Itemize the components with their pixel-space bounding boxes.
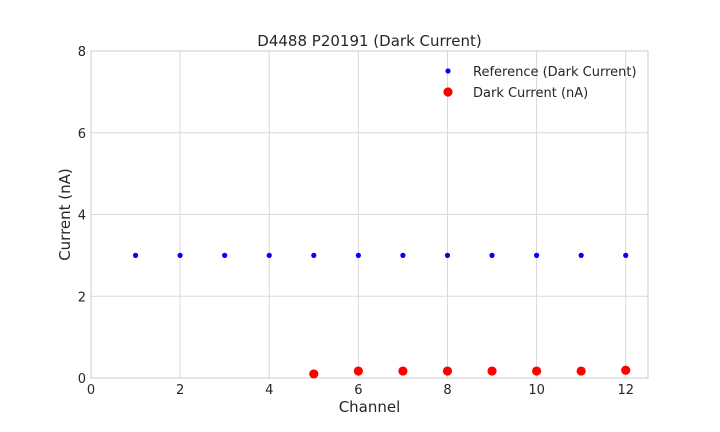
series-1-point: [355, 252, 361, 258]
chart-title: D4488 P20191 (Dark Current): [257, 32, 481, 50]
y-axis-label: Current (nA): [56, 168, 74, 261]
legend-label-2: Dark Current (nA): [473, 86, 588, 101]
x-tick-label: 4: [265, 383, 273, 398]
series-2-point: [532, 366, 542, 376]
y-tick-label: 0: [78, 372, 86, 387]
series-1-point: [578, 252, 584, 258]
y-tick-label: 6: [78, 127, 86, 142]
legend-marker-2: [443, 87, 453, 97]
series-1-point: [222, 252, 228, 258]
plot-frame: [90, 50, 649, 379]
series-1-point: [177, 252, 183, 258]
series-1-point: [400, 252, 406, 258]
legend-marker-1: [445, 68, 451, 74]
legend: Reference (Dark Current) Dark Current (nA…: [443, 65, 637, 101]
series-2-point: [621, 365, 631, 375]
legend-label-1: Reference (Dark Current): [473, 65, 637, 80]
series-1-point: [444, 252, 451, 258]
x-tick-label: 12: [617, 383, 634, 398]
series-2-point: [353, 366, 363, 376]
series-2-point: [309, 369, 319, 379]
tick-labels: 0 2 4 6 8 10 12 0 2 4 6 8: [78, 45, 634, 398]
series-1-point: [266, 252, 272, 258]
y-tick-label: 8: [78, 45, 86, 60]
data-points: [132, 252, 631, 379]
x-tick-label: 10: [528, 383, 545, 398]
series-2-point: [398, 366, 408, 376]
x-tick-label: 0: [87, 383, 95, 398]
x-axis-label: Channel: [339, 398, 401, 416]
series-2-point: [487, 366, 497, 376]
series-2-point: [576, 366, 586, 376]
series-1-point: [489, 252, 495, 258]
x-tick-label: 8: [443, 383, 451, 398]
x-tick-label: 2: [176, 383, 184, 398]
series-2-point: [442, 366, 453, 376]
y-tick-label: 4: [78, 209, 86, 224]
y-tick-label: 2: [78, 290, 86, 305]
series-1-point: [534, 252, 540, 258]
series-1-point: [623, 252, 629, 258]
series-1-point: [132, 252, 139, 258]
x-tick-label: 6: [354, 383, 362, 398]
series-1-point: [311, 252, 317, 258]
